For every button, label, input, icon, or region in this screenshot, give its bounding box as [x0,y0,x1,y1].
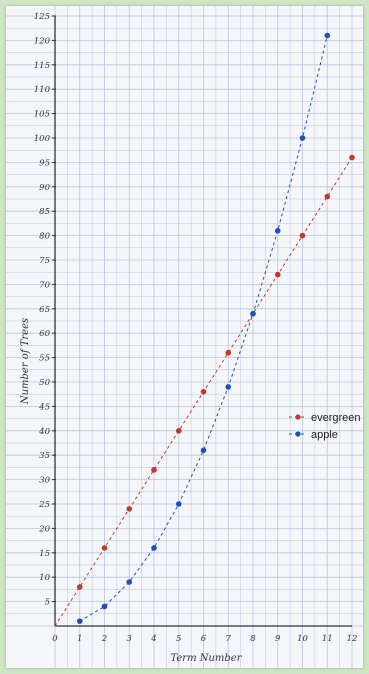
y-tick-label: 110 [34,85,51,95]
data-point-apple [225,384,231,390]
x-tick-label: 6 [201,634,207,644]
data-point-evergreen [126,506,132,512]
y-tick-label: 25 [38,500,50,510]
y-axis-label: Number of Trees [20,318,31,405]
x-tick-label: 7 [226,634,232,644]
y-tick-label: 10 [39,573,50,583]
data-point-evergreen [176,428,182,434]
data-point-evergreen [151,467,157,473]
legend: evergreen apple [289,412,361,441]
x-tick-label: 1 [77,634,82,644]
x-tick-label: 4 [150,634,156,644]
x-tick-label: 3 [127,634,132,644]
data-point-evergreen [300,233,306,239]
data-point-apple [151,545,157,551]
x-tick-label: 2 [101,634,107,644]
y-tick-label: 35 [39,451,50,461]
data-point-evergreen [201,389,207,395]
x-axis-label: Term Number [170,653,242,664]
x-tick-label: 8 [250,634,256,644]
legend-label-apple: apple [311,429,338,441]
y-tick-label: 85 [39,207,50,217]
y-tick-label: 120 [34,36,51,46]
y-tick-label: 65 [39,305,50,315]
grid-lines [6,6,363,668]
data-point-apple [300,135,306,141]
data-point-evergreen [225,350,231,356]
y-tick-label: 105 [34,110,50,120]
y-tick-label: 20 [38,524,50,534]
data-point-apple [201,448,207,454]
y-tick-label: 5 [45,598,50,608]
x-tick-label: 5 [176,634,181,644]
tick-labels: 5101520253035404550556065707580859095100… [34,12,358,644]
y-tick-label: 90 [39,183,50,193]
data-point-apple [102,604,108,610]
y-tick-label: 125 [34,12,50,22]
y-tick-label: 55 [39,354,50,364]
x-tick-label: 0 [52,634,58,644]
y-tick-label: 100 [34,134,51,144]
data-series [55,33,355,626]
data-point-apple [275,228,281,234]
data-point-apple [250,311,256,317]
y-tick-label: 40 [38,427,50,437]
x-tick-label: 10 [297,634,308,644]
y-tick-label: 50 [39,378,50,388]
y-tick-label: 60 [39,329,50,339]
y-tick-label: 75 [39,256,50,266]
series-evergreen [55,155,355,626]
data-point-apple [126,579,132,585]
legend-marker-evergreen [295,414,300,419]
data-point-apple [324,33,330,39]
x-tick-label: 9 [275,634,281,644]
line-chart: 5101520253035404550556065707580859095100… [6,6,363,668]
y-tick-label: 45 [38,402,50,412]
y-tick-label: 70 [39,280,50,290]
y-tick-label: 30 [39,476,50,486]
data-point-evergreen [102,545,108,551]
data-point-apple [77,618,83,624]
x-tick-label: 11 [322,634,333,644]
data-point-evergreen [324,194,330,200]
data-point-evergreen [77,584,83,590]
data-point-evergreen [275,272,281,278]
data-point-evergreen [349,155,355,161]
y-tick-label: 80 [39,232,50,242]
graph-paper: 5 10 15 20 25 30 35 40 45 50 55 60 65 70 75 80 85 90 95 100… [6,6,363,668]
legend-label-evergreen: evergreen [311,412,361,424]
y-tick-label: 15 [39,549,50,559]
data-point-apple [176,501,182,507]
x-tick-label: 12 [347,634,358,644]
y-tick-label: 95 [39,158,50,168]
y-tick-label: 115 [34,61,50,71]
legend-marker-apple [295,431,300,436]
